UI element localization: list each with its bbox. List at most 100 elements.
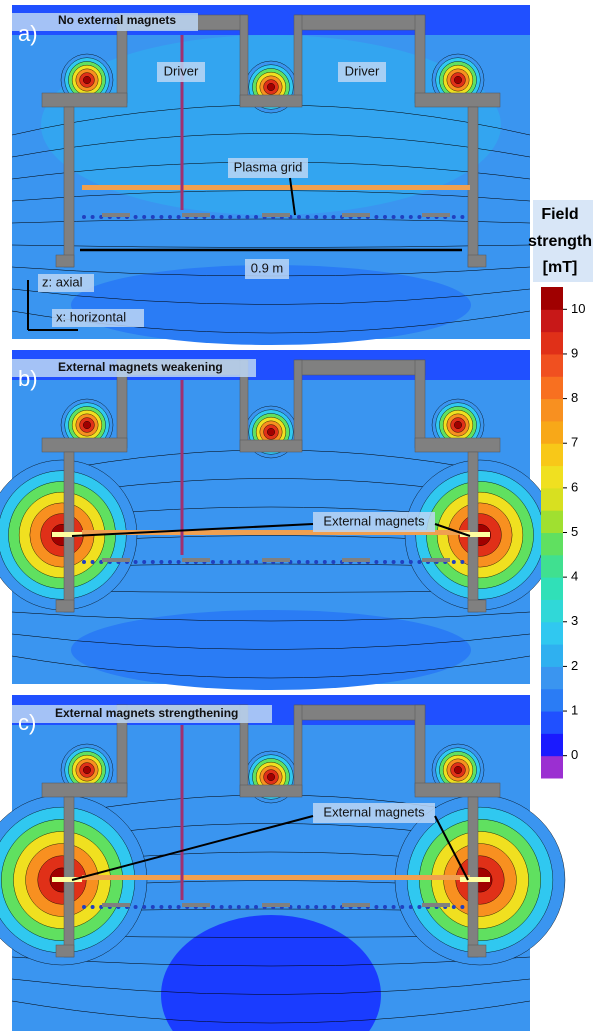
grid-aperture: [400, 215, 404, 219]
grid-aperture: [245, 215, 249, 219]
grid-aperture: [254, 215, 258, 219]
annotation: Driver: [164, 63, 199, 78]
colorbar-band: [541, 443, 563, 466]
grid-segment: [182, 903, 210, 907]
structure: [42, 93, 127, 107]
colorbar-band: [541, 622, 563, 645]
grid-aperture: [400, 905, 404, 909]
structure: [56, 945, 74, 957]
structure: [295, 15, 425, 30]
field-contour: [267, 773, 274, 780]
grid-aperture: [134, 905, 138, 909]
grid-aperture: [151, 905, 155, 909]
grid-segment: [342, 213, 370, 217]
field-contour: [454, 76, 461, 83]
grid-aperture: [400, 560, 404, 564]
tick-label: 6: [571, 479, 578, 494]
grid-segment: [342, 903, 370, 907]
grid-segment: [102, 558, 130, 562]
grid-aperture: [237, 215, 241, 219]
structure: [415, 15, 425, 103]
tick-label: 5: [571, 524, 578, 539]
colorbar-band: [541, 711, 563, 734]
grid-aperture: [168, 905, 172, 909]
grid-aperture: [151, 560, 155, 564]
structure: [240, 785, 302, 797]
grid-aperture: [383, 560, 387, 564]
annotation: External magnets: [323, 804, 425, 819]
grid-aperture: [297, 560, 301, 564]
grid-aperture: [237, 905, 241, 909]
plasma-grid: [82, 185, 470, 190]
external-magnet: [460, 877, 490, 882]
grid-aperture: [220, 905, 224, 909]
colorbar-band: [541, 733, 563, 756]
structure: [415, 783, 500, 797]
annotation: z: axial: [42, 274, 83, 289]
field-contour: [267, 83, 274, 90]
grid-segment: [422, 558, 450, 562]
grid-aperture: [177, 560, 181, 564]
panel-label: c): [18, 710, 36, 735]
tick-label: 4: [571, 569, 578, 584]
grid-aperture: [383, 905, 387, 909]
grid-segment: [262, 213, 290, 217]
grid-aperture: [314, 905, 318, 909]
grid-aperture: [323, 215, 327, 219]
grid-aperture: [228, 215, 232, 219]
grid-aperture: [297, 905, 301, 909]
annotation: 0.9 m: [251, 260, 284, 275]
grid-aperture: [383, 215, 387, 219]
structure: [415, 93, 500, 107]
panel-title: No external magnets: [58, 13, 176, 27]
colorbar-band: [541, 488, 563, 511]
structure: [64, 107, 74, 267]
grid-aperture: [374, 560, 378, 564]
grid-segment: [342, 558, 370, 562]
grid-aperture: [306, 905, 310, 909]
grid-segment: [102, 213, 130, 217]
structure: [56, 255, 74, 267]
structure: [294, 15, 302, 105]
structure: [240, 440, 302, 452]
tick-label: 9: [571, 345, 578, 360]
grid-aperture: [314, 560, 318, 564]
field-contour: [267, 428, 274, 435]
grid-aperture: [177, 905, 181, 909]
structure: [415, 438, 500, 452]
structure: [468, 945, 486, 957]
colorbar-title: Field: [541, 206, 578, 223]
grid-aperture: [452, 560, 456, 564]
grid-aperture: [220, 560, 224, 564]
panel-label: b): [18, 366, 38, 391]
grid-aperture: [211, 905, 215, 909]
field-plot: [0, 695, 565, 1031]
grid-aperture: [159, 905, 163, 909]
grid-aperture: [409, 560, 413, 564]
structure: [240, 15, 248, 105]
grid-segment: [182, 558, 210, 562]
field-plot: [0, 350, 555, 690]
tick-label: 7: [571, 435, 578, 450]
structure: [415, 360, 425, 448]
tick-label: 1: [571, 702, 578, 717]
colorbar-band: [541, 555, 563, 578]
field-contour: [454, 766, 461, 773]
grid-aperture: [392, 215, 396, 219]
grid-aperture: [82, 905, 86, 909]
colorbar-title: strength: [528, 233, 592, 250]
grid-segment: [422, 213, 450, 217]
grid-segment: [182, 213, 210, 217]
grid-segment: [262, 558, 290, 562]
grid-aperture: [245, 905, 249, 909]
grid-aperture: [314, 215, 318, 219]
colorbar-band: [541, 599, 563, 622]
grid-aperture: [460, 215, 464, 219]
structure: [294, 705, 302, 795]
grid-aperture: [460, 905, 464, 909]
panel-title: External magnets strengthening: [55, 706, 238, 720]
grid-aperture: [452, 215, 456, 219]
grid-segment: [422, 903, 450, 907]
grid-aperture: [134, 215, 138, 219]
grid-aperture: [91, 215, 95, 219]
